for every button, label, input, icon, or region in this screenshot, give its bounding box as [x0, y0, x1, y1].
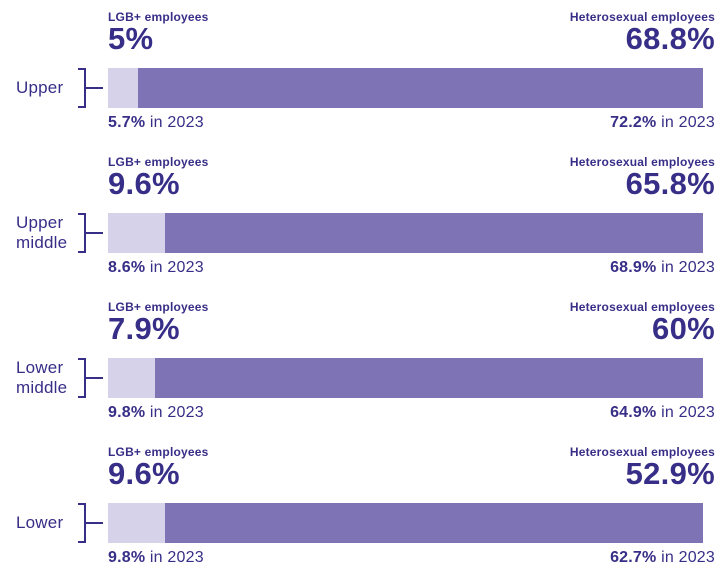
lgb-2023-suffix: in 2023	[145, 114, 204, 131]
lgb-value: 5%	[108, 21, 154, 56]
bar	[108, 213, 703, 253]
het-2023-value: 62.7%	[610, 549, 657, 566]
bar-segment-lgb	[108, 358, 155, 398]
lgb-2023-suffix: in 2023	[145, 404, 204, 421]
category-label: Lower	[16, 512, 64, 532]
bar-segment-lgb	[108, 213, 166, 253]
category-bracket-arm	[86, 232, 103, 234]
lgb-2023-caption: 8.6% in 2023	[108, 259, 204, 277]
lgb-series-label: LGB+ employees	[108, 10, 209, 24]
bar-segment-lgb	[108, 503, 166, 543]
het-series-label: Heterosexual employees	[569, 10, 715, 24]
chart-row-upper: LGB+ employees 5% Heterosexual employees…	[0, 0, 720, 145]
lgb-2023-caption: 9.8% in 2023	[108, 549, 204, 567]
category-bracket-arm	[86, 522, 103, 524]
het-2023-value: 68.9%	[610, 259, 657, 276]
category-bracket	[78, 68, 86, 108]
chart-row-upper-middle: LGB+ employees 9.6% Heterosexual employe…	[0, 145, 720, 290]
lgb-series-label: LGB+ employees	[108, 155, 209, 169]
het-2023-suffix: in 2023	[656, 114, 715, 131]
lgb-2023-caption: 9.8% in 2023	[108, 404, 204, 422]
category-bracket	[78, 358, 86, 398]
lgb-2023-suffix: in 2023	[145, 549, 204, 566]
category-label: Lower middle	[16, 357, 68, 397]
chart-row-lower: LGB+ employees 9.6% Heterosexual employe…	[0, 435, 720, 578]
category-bracket	[78, 213, 86, 253]
het-value: 52.9%	[625, 456, 715, 491]
het-2023-caption: 68.9% in 2023	[610, 259, 715, 277]
het-value: 65.8%	[625, 166, 715, 201]
lgb-series-label: LGB+ employees	[108, 445, 209, 459]
het-2023-suffix: in 2023	[656, 549, 715, 566]
lgb-2023-value: 9.8%	[108, 404, 146, 421]
lgb-2023-value: 5.7%	[108, 114, 146, 131]
lgb-series-label: LGB+ employees	[108, 300, 209, 314]
het-2023-value: 64.9%	[610, 404, 657, 421]
het-2023-suffix: in 2023	[656, 404, 715, 421]
lgb-2023-suffix: in 2023	[145, 259, 204, 276]
het-value: 68.8%	[625, 21, 715, 56]
het-2023-caption: 62.7% in 2023	[610, 549, 715, 567]
lgb-value: 9.6%	[108, 166, 180, 201]
lgb-value: 9.6%	[108, 456, 180, 491]
lgb-2023-caption: 5.7% in 2023	[108, 114, 204, 132]
category-bracket	[78, 503, 86, 543]
category-bracket-arm	[86, 377, 103, 379]
category-label: Upper	[16, 77, 64, 97]
bar-segment-lgb	[108, 68, 138, 108]
het-series-label: Heterosexual employees	[569, 155, 715, 169]
category-bracket-arm	[86, 87, 103, 89]
category-label: Upper middle	[16, 212, 68, 252]
het-2023-caption: 64.9% in 2023	[610, 404, 715, 422]
het-2023-caption: 72.2% in 2023	[610, 114, 715, 132]
chart-row-lower-middle: LGB+ employees 7.9% Heterosexual employe…	[0, 290, 720, 435]
het-2023-value: 72.2%	[610, 114, 657, 131]
bar	[108, 68, 703, 108]
lgb-2023-value: 8.6%	[108, 259, 146, 276]
lgb-2023-value: 9.8%	[108, 549, 146, 566]
bar	[108, 503, 703, 543]
het-series-label: Heterosexual employees	[569, 300, 715, 314]
het-series-label: Heterosexual employees	[569, 445, 715, 459]
het-value: 60%	[652, 311, 715, 346]
bar	[108, 358, 703, 398]
lgb-value: 7.9%	[108, 311, 180, 346]
het-2023-suffix: in 2023	[656, 259, 715, 276]
